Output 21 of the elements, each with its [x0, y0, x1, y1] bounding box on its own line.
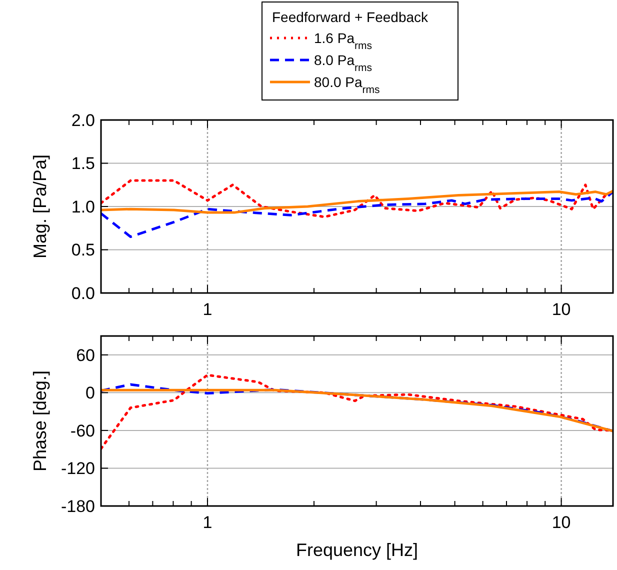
legend-title: Feedforward + Feedback: [272, 9, 430, 25]
y-tick-label: -60: [70, 421, 95, 440]
y-tick-label: 0.5: [71, 240, 95, 260]
x-tick-label: 1: [202, 513, 212, 532]
x-tick-label: 10: [552, 513, 571, 532]
y-tick-label: 2.0: [71, 110, 95, 130]
x-tick-label: 10: [552, 300, 571, 319]
legend-label: 80.0 Pa$_{rms}$: [314, 74, 380, 96]
x-tick-label: 1: [202, 300, 212, 319]
legend-label: 1.6 Pa$_{rms}$: [314, 30, 372, 52]
y-tick-label: -120: [60, 459, 95, 478]
y-tick-label: -180: [60, 496, 95, 516]
y-tick-label: 1.0: [71, 197, 95, 216]
y-tick-label: 0: [86, 384, 95, 403]
y-axis-title: Mag. [Pa/Pa]: [30, 154, 50, 259]
y-tick-label: 60: [76, 346, 95, 365]
y-tick-label: 1.5: [71, 154, 95, 174]
y-axis-title: Phase [deg.]: [30, 370, 50, 472]
x-axis-title: Frequency [Hz]: [296, 540, 418, 560]
y-tick-label: 0.0: [71, 284, 95, 303]
legend-label: 8.0 Pa$_{rms}$: [314, 52, 372, 74]
